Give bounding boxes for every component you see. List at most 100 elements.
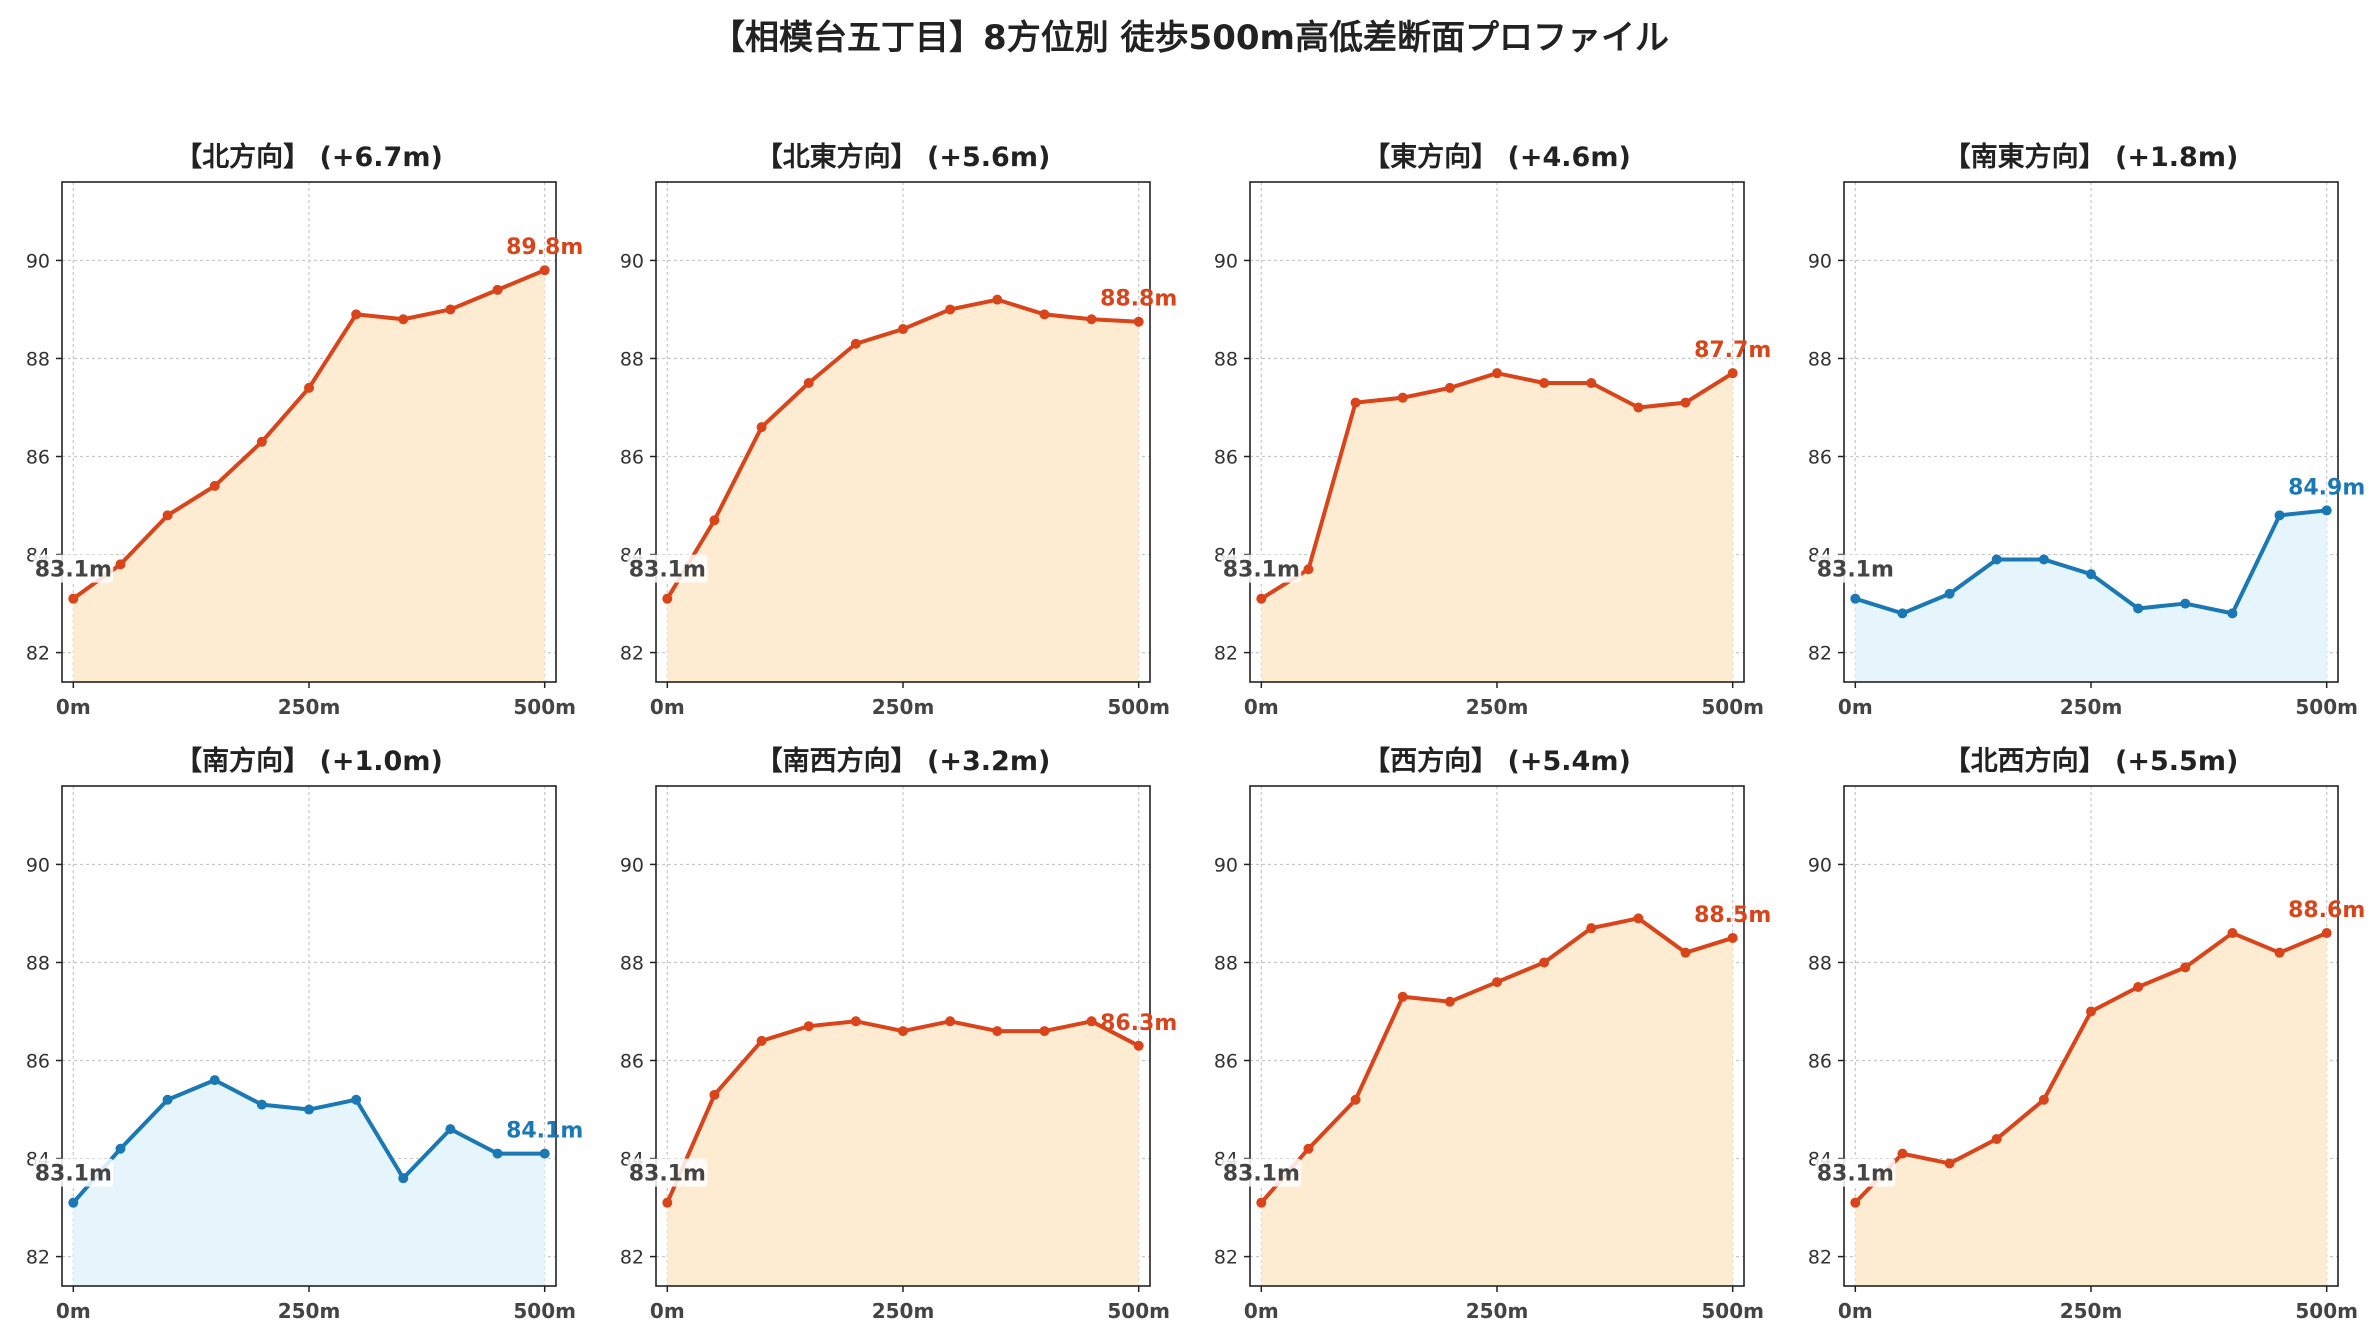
data-point bbox=[1897, 1148, 1908, 1159]
data-point bbox=[803, 377, 814, 388]
y-tick-label: 88 bbox=[620, 348, 644, 370]
y-tick-label: 86 bbox=[26, 1051, 50, 1073]
y-tick-label: 88 bbox=[620, 952, 644, 974]
y-tick-label: 82 bbox=[1808, 643, 1832, 665]
x-tick-label: 0m bbox=[1244, 695, 1279, 719]
data-point bbox=[992, 1026, 1003, 1037]
panel-title: 【南方向】 (+1.0m) bbox=[175, 745, 443, 777]
data-point bbox=[115, 559, 126, 570]
panel: 82848688900m250m500m【北東方向】 (+5.6m)83.1m8… bbox=[620, 141, 1177, 719]
start-value-label: 83.1m bbox=[35, 1162, 112, 1187]
panel-title: 【西方向】 (+5.4m) bbox=[1363, 745, 1631, 777]
x-tick-label: 0m bbox=[650, 695, 685, 719]
data-point bbox=[256, 1099, 267, 1110]
data-point bbox=[1586, 923, 1597, 934]
y-tick-label: 90 bbox=[620, 250, 644, 272]
data-point bbox=[992, 294, 1003, 305]
end-value-label: 88.8m bbox=[1100, 287, 1177, 312]
data-point bbox=[803, 1021, 814, 1032]
data-point bbox=[1991, 554, 2002, 565]
data-point bbox=[1850, 593, 1861, 604]
data-point bbox=[68, 1197, 79, 1208]
end-value-label: 89.8m bbox=[506, 235, 583, 260]
panel: 82848688900m250m500m【北西方向】 (+5.5m)83.1m8… bbox=[1808, 745, 2365, 1323]
data-point bbox=[445, 304, 456, 315]
start-label-box bbox=[1221, 1158, 1302, 1187]
y-tick-label: 88 bbox=[1808, 952, 1832, 974]
y-tick-label: 90 bbox=[1214, 250, 1238, 272]
start-value-label: 83.1m bbox=[1817, 1162, 1894, 1187]
data-point bbox=[1680, 397, 1691, 408]
data-point bbox=[945, 1016, 956, 1027]
data-point bbox=[756, 422, 767, 433]
data-point bbox=[2086, 569, 2096, 580]
data-point bbox=[1680, 947, 1691, 958]
data-point bbox=[1133, 316, 1144, 327]
start-value-label: 83.1m bbox=[35, 558, 112, 583]
x-tick-label: 250m bbox=[872, 1299, 935, 1323]
data-point bbox=[709, 1089, 720, 1100]
area-fill bbox=[73, 270, 545, 682]
y-tick-label: 86 bbox=[620, 1051, 644, 1073]
data-point bbox=[898, 1026, 908, 1037]
data-point bbox=[209, 480, 220, 491]
data-point bbox=[2133, 603, 2144, 614]
data-point bbox=[1303, 564, 1314, 575]
data-point bbox=[1397, 991, 1408, 1002]
y-tick-label: 82 bbox=[1214, 1247, 1238, 1269]
data-point bbox=[1256, 1197, 1267, 1208]
data-point bbox=[1991, 1133, 2002, 1144]
x-tick-label: 500m bbox=[1701, 1299, 1764, 1323]
y-tick-label: 90 bbox=[1808, 854, 1832, 876]
data-point bbox=[2038, 554, 2049, 565]
data-point bbox=[1633, 913, 1644, 924]
y-tick-label: 82 bbox=[620, 643, 644, 665]
start-label-box bbox=[627, 1158, 708, 1187]
x-tick-label: 250m bbox=[1466, 695, 1529, 719]
x-tick-label: 250m bbox=[1466, 1299, 1529, 1323]
area-fill bbox=[667, 299, 1139, 682]
data-point bbox=[1256, 593, 1267, 604]
data-point bbox=[1633, 402, 1644, 413]
panel: 82848688900m250m500m【南東方向】 (+1.8m)83.1m8… bbox=[1808, 141, 2365, 719]
x-tick-label: 250m bbox=[2060, 1299, 2123, 1323]
panel: 82848688900m250m500m【南西方向】 (+3.2m)83.1m8… bbox=[620, 745, 1177, 1323]
data-point bbox=[1727, 368, 1738, 379]
y-tick-label: 86 bbox=[620, 447, 644, 469]
data-point bbox=[1944, 588, 1955, 599]
panel-title: 【南西方向】 (+3.2m) bbox=[756, 745, 1051, 777]
y-tick-label: 86 bbox=[1214, 1051, 1238, 1073]
x-tick-label: 0m bbox=[1244, 1299, 1279, 1323]
y-tick-label: 90 bbox=[1808, 250, 1832, 272]
data-point bbox=[756, 1035, 767, 1046]
panel-title: 【北西方向】 (+5.5m) bbox=[1944, 745, 2239, 777]
panel-title: 【南東方向】 (+1.8m) bbox=[1944, 141, 2239, 173]
data-point bbox=[2274, 947, 2285, 958]
end-value-label: 88.6m bbox=[2288, 898, 2365, 923]
x-tick-label: 500m bbox=[1107, 1299, 1170, 1323]
y-tick-label: 90 bbox=[1214, 854, 1238, 876]
data-point bbox=[115, 1143, 126, 1154]
x-tick-label: 0m bbox=[56, 695, 91, 719]
data-point bbox=[445, 1124, 456, 1135]
x-tick-label: 500m bbox=[1701, 695, 1764, 719]
y-tick-label: 86 bbox=[1214, 447, 1238, 469]
x-tick-label: 0m bbox=[1838, 695, 1873, 719]
data-point bbox=[662, 593, 673, 604]
data-point bbox=[1897, 608, 1908, 619]
data-point bbox=[1039, 309, 1050, 320]
x-tick-label: 250m bbox=[278, 695, 341, 719]
y-tick-label: 88 bbox=[1214, 348, 1238, 370]
y-tick-label: 86 bbox=[1808, 1051, 1832, 1073]
data-point bbox=[1086, 314, 1097, 325]
area-fill bbox=[73, 1080, 545, 1286]
data-point bbox=[2274, 510, 2285, 521]
start-value-label: 83.1m bbox=[1223, 1162, 1300, 1187]
data-point bbox=[398, 1173, 409, 1184]
end-value-label: 88.5m bbox=[1694, 903, 1771, 928]
y-tick-label: 82 bbox=[26, 643, 50, 665]
data-point bbox=[1086, 1016, 1097, 1027]
start-label-box bbox=[1815, 554, 1896, 583]
y-tick-label: 90 bbox=[620, 854, 644, 876]
